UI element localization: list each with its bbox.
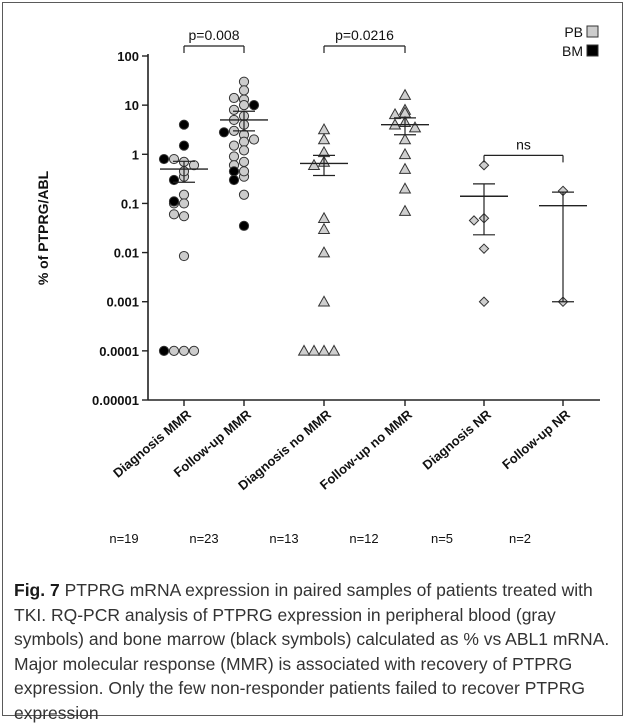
pb-data-point <box>168 345 180 356</box>
bm-data-point <box>238 220 250 231</box>
pb-data-point <box>327 344 341 356</box>
bm-data-point <box>218 127 230 138</box>
pb-data-point <box>398 88 412 100</box>
pb-data-point <box>307 344 321 356</box>
bm-data-point <box>168 196 180 207</box>
pb-data-point <box>238 136 250 147</box>
plot-area: 100 10 1 0.1 0.01 0.001 0.0001 0.00001 % of PTPR… <box>35 24 600 546</box>
y-tick-label: 0.001 <box>106 295 139 310</box>
pb-data-point <box>238 189 250 200</box>
y-axis-label: % of PTPRG/ABL <box>35 170 51 285</box>
pb-data-point <box>178 189 190 200</box>
pb-data-point <box>297 344 311 356</box>
pb-data-point <box>238 145 250 156</box>
y-tick-label: 0.00001 <box>92 393 139 408</box>
pb-data-point <box>317 123 331 135</box>
bm-data-point <box>248 100 260 111</box>
bm-data-point <box>168 174 180 186</box>
pb-data-point <box>228 151 240 162</box>
bm-data-point <box>228 174 240 186</box>
x-tick-label: Follow-up NR <box>499 406 573 472</box>
legend-swatch <box>586 25 599 38</box>
pb-data-point <box>398 162 412 174</box>
y-tick-label: 0.01 <box>114 246 139 261</box>
bm-data-point <box>158 153 170 165</box>
significance-label: p=0.0216 <box>335 27 394 43</box>
pb-data-point <box>478 296 490 308</box>
pb-data-point <box>468 215 480 226</box>
pb-data-point <box>398 147 412 160</box>
pb-data-point <box>238 166 250 177</box>
sample-size-label: n=2 <box>509 531 531 546</box>
y-tick-label: 0.1 <box>121 196 139 211</box>
pb-data-point <box>478 243 490 254</box>
pb-data-point <box>238 85 250 96</box>
pb-data-point <box>238 100 250 111</box>
sample-size-label: n=5 <box>431 531 453 546</box>
pb-data-point <box>317 344 331 356</box>
pb-data-point <box>178 211 190 222</box>
pb-data-point <box>317 246 331 258</box>
pb-data-point <box>478 159 490 171</box>
pb-data-point <box>408 121 422 133</box>
legend-label: BM <box>562 43 583 59</box>
pb-data-point <box>307 158 321 171</box>
sample-size-label: n=19 <box>109 531 138 546</box>
pb-data-point <box>238 156 250 167</box>
pb-data-point <box>317 222 331 234</box>
chart: 100 10 1 0.1 0.01 0.001 0.0001 0.00001 % of PTPR… <box>35 24 600 546</box>
pb-data-point <box>188 345 200 356</box>
bm-data-point <box>178 140 190 151</box>
bm-data-point <box>158 345 170 356</box>
caption-label: Fig. 7 <box>14 580 60 600</box>
significance-label: p=0.008 <box>189 27 240 43</box>
pb-data-point <box>248 134 260 145</box>
bm-data-point <box>178 119 190 130</box>
legend-label: PB <box>564 24 583 40</box>
pb-data-point <box>398 133 412 145</box>
pb-data-point <box>228 92 240 104</box>
caption-text: PTPRG mRNA expression in paired samples … <box>14 580 610 723</box>
pb-data-point <box>178 250 190 262</box>
x-tick-label: Diagnosis NR <box>420 406 495 472</box>
pb-data-point <box>168 209 180 220</box>
sample-size-label: n=23 <box>189 531 218 546</box>
figure-caption: Fig. 7 PTPRG mRNA expression in paired s… <box>14 578 614 725</box>
pb-data-point <box>388 107 402 120</box>
sample-size-label: n=13 <box>269 531 298 546</box>
pb-data-point <box>228 140 240 151</box>
legend-swatch <box>586 44 599 57</box>
sample-size-label: n=12 <box>349 531 378 546</box>
pb-data-point <box>178 198 190 209</box>
pb-data-point <box>238 76 250 87</box>
pb-data-point <box>317 295 331 307</box>
y-tick-label: 10 <box>125 98 139 113</box>
y-tick-label: 100 <box>117 49 139 64</box>
bm-data-point <box>228 166 240 177</box>
y-tick-label: 0.0001 <box>99 344 139 359</box>
significance-label: ns <box>516 136 531 152</box>
pb-data-point <box>228 104 240 116</box>
pb-data-point <box>168 153 180 165</box>
pb-data-point <box>317 133 331 145</box>
pb-data-point <box>398 204 412 216</box>
pb-data-point <box>317 211 331 224</box>
pb-data-point <box>178 345 190 356</box>
figure-frame <box>2 2 623 716</box>
pb-data-point <box>188 160 200 171</box>
pb-data-point <box>398 182 412 194</box>
y-tick-label: 1 <box>132 147 139 162</box>
